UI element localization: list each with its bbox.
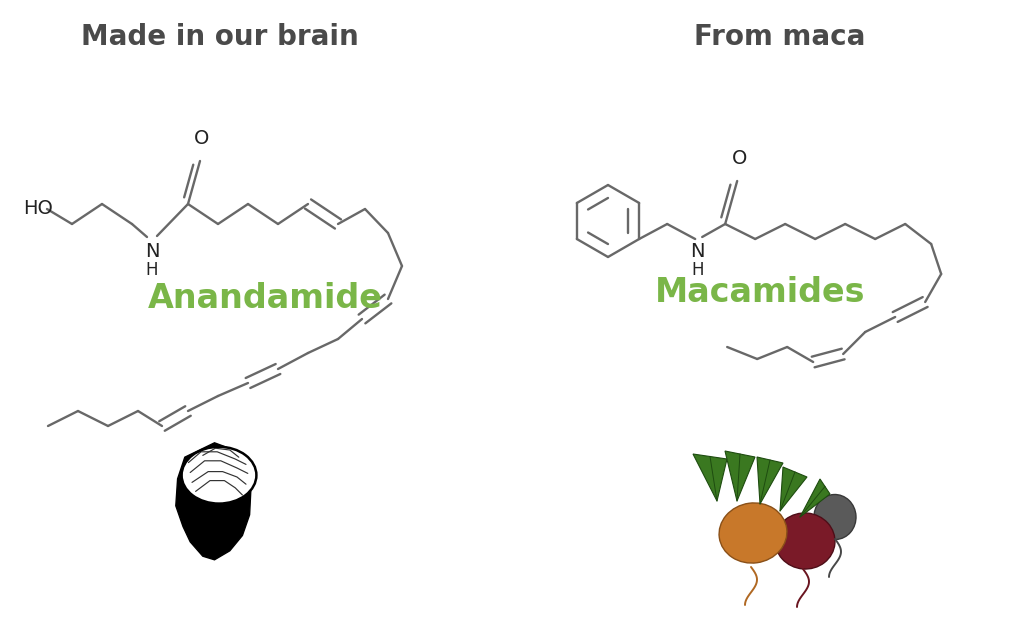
- Text: Made in our brain: Made in our brain: [81, 23, 358, 51]
- Polygon shape: [800, 479, 830, 517]
- Ellipse shape: [775, 513, 835, 569]
- Ellipse shape: [182, 447, 255, 503]
- Text: Macamides: Macamides: [655, 276, 865, 309]
- Text: N: N: [145, 242, 160, 261]
- Polygon shape: [725, 451, 755, 501]
- Text: H: H: [146, 261, 159, 279]
- Text: HO: HO: [23, 199, 53, 219]
- Polygon shape: [693, 454, 727, 501]
- Ellipse shape: [719, 503, 787, 563]
- Text: N: N: [690, 242, 705, 261]
- Text: O: O: [731, 149, 747, 168]
- Text: Anandamide: Anandamide: [147, 283, 382, 315]
- Polygon shape: [176, 443, 251, 560]
- Polygon shape: [757, 457, 783, 504]
- Ellipse shape: [814, 494, 856, 540]
- Text: H: H: [691, 261, 703, 279]
- Text: From maca: From maca: [694, 23, 865, 51]
- Text: O: O: [195, 129, 210, 148]
- Polygon shape: [780, 467, 806, 511]
